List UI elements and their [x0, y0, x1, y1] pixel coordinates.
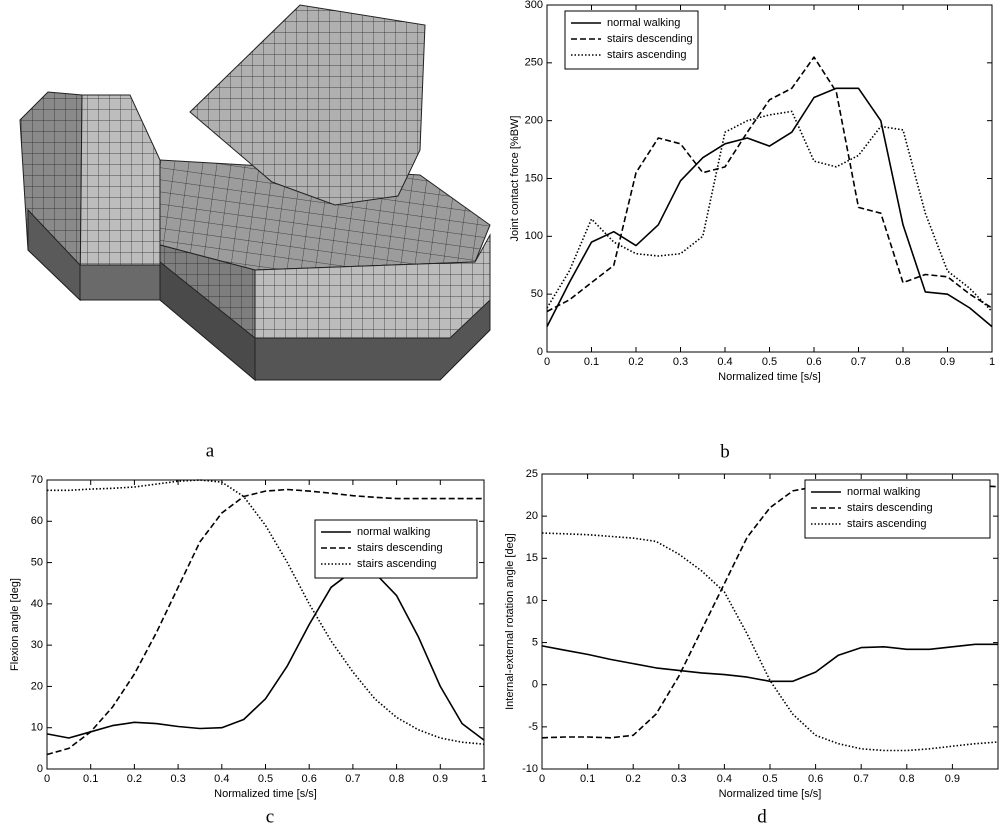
x-tick-label: 0.2	[127, 773, 142, 785]
x-axis-label: Normalized time [s/s]	[718, 371, 821, 383]
x-axis-label: Normalized time [s/s]	[719, 788, 822, 800]
x-tick-label: 0.3	[671, 773, 686, 785]
y-axis-label: Internal-external rotation angle [deg]	[504, 533, 516, 710]
series-line	[542, 644, 998, 681]
legend-label: normal walking	[847, 486, 920, 498]
x-tick-label: 0.6	[806, 356, 821, 368]
x-tick-label: 0.8	[899, 773, 914, 785]
x-tick-label: 0.3	[170, 773, 185, 785]
x-tick-label: 0.5	[762, 773, 777, 785]
y-tick-label: -10	[522, 763, 538, 775]
y-tick-label: 300	[525, 0, 543, 11]
x-tick-label: 0.1	[83, 773, 98, 785]
series-line	[542, 533, 998, 751]
y-axis-label: Joint contact force [%BW]	[509, 116, 521, 242]
series-line	[47, 571, 484, 740]
x-tick-label: 1	[481, 773, 487, 785]
y-tick-label: 60	[31, 515, 43, 527]
legend-label: stairs ascending	[847, 518, 927, 530]
x-tick-label: 0.7	[854, 773, 869, 785]
y-tick-label: 25	[526, 468, 538, 480]
y-tick-label: 20	[526, 510, 538, 522]
x-tick-label: 0.4	[214, 773, 229, 785]
series-line	[547, 57, 992, 311]
y-tick-label: 70	[31, 474, 43, 486]
y-tick-label: 0	[37, 763, 43, 775]
legend-label: normal walking	[607, 17, 680, 29]
legend-label: normal walking	[357, 526, 430, 538]
x-tick-label: 1	[989, 356, 995, 368]
y-tick-label: 0	[537, 346, 543, 358]
x-tick-label: 0.7	[851, 356, 866, 368]
y-tick-label: 5	[532, 636, 538, 648]
y-tick-label: 50	[531, 288, 543, 300]
x-tick-label: 0.4	[717, 773, 732, 785]
y-tick-label: 10	[31, 722, 43, 734]
x-tick-label: 0.5	[762, 356, 777, 368]
x-tick-label: 0	[539, 773, 545, 785]
x-tick-label: 0	[544, 356, 550, 368]
x-tick-label: 0.1	[584, 356, 599, 368]
y-tick-label: 50	[31, 556, 43, 568]
legend-label: stairs descending	[847, 502, 933, 514]
series-line	[547, 111, 992, 311]
y-tick-label: 15	[526, 552, 538, 564]
panel-caption: b	[720, 441, 730, 462]
y-tick-label: 100	[525, 230, 543, 242]
x-tick-label: 0.9	[940, 356, 955, 368]
legend-label: stairs ascending	[607, 49, 687, 61]
legend-label: stairs descending	[607, 33, 693, 45]
legend-label: stairs ascending	[357, 558, 437, 570]
legend-label: stairs descending	[357, 542, 443, 554]
x-tick-label: 0.1	[580, 773, 595, 785]
y-tick-label: 30	[31, 639, 43, 651]
x-tick-label: 0.6	[302, 773, 317, 785]
y-tick-label: 200	[525, 115, 543, 127]
x-tick-label: 0.6	[808, 773, 823, 785]
figure: a 05010015020025030000.10.20.30.40.50.60…	[0, 0, 1001, 830]
y-axis-label: Flexion angle [deg]	[9, 578, 21, 671]
panel-caption: d	[757, 806, 767, 827]
x-tick-label: 0.8	[389, 773, 404, 785]
y-tick-label: -5	[528, 721, 538, 733]
x-tick-label: 0.3	[673, 356, 688, 368]
x-tick-label: 0.8	[895, 356, 910, 368]
x-tick-label: 0.5	[258, 773, 273, 785]
x-tick-label: 0	[44, 773, 50, 785]
x-tick-label: 0.4	[717, 356, 732, 368]
x-axis-label: Normalized time [s/s]	[214, 788, 317, 800]
x-tick-label: 0.9	[945, 773, 960, 785]
y-tick-label: 40	[31, 598, 43, 610]
panel-caption: a	[206, 440, 215, 461]
x-tick-label: 0.2	[628, 356, 643, 368]
y-tick-label: 150	[525, 172, 543, 184]
y-tick-label: 20	[31, 680, 43, 692]
x-tick-label: 0.9	[433, 773, 448, 785]
mesh-model	[20, 5, 490, 380]
y-tick-label: 0	[532, 679, 538, 691]
panel-caption: c	[266, 806, 274, 827]
y-tick-label: 10	[526, 594, 538, 606]
y-tick-label: 250	[525, 57, 543, 69]
series-line	[547, 88, 992, 326]
x-tick-label: 0.2	[626, 773, 641, 785]
x-tick-label: 0.7	[345, 773, 360, 785]
